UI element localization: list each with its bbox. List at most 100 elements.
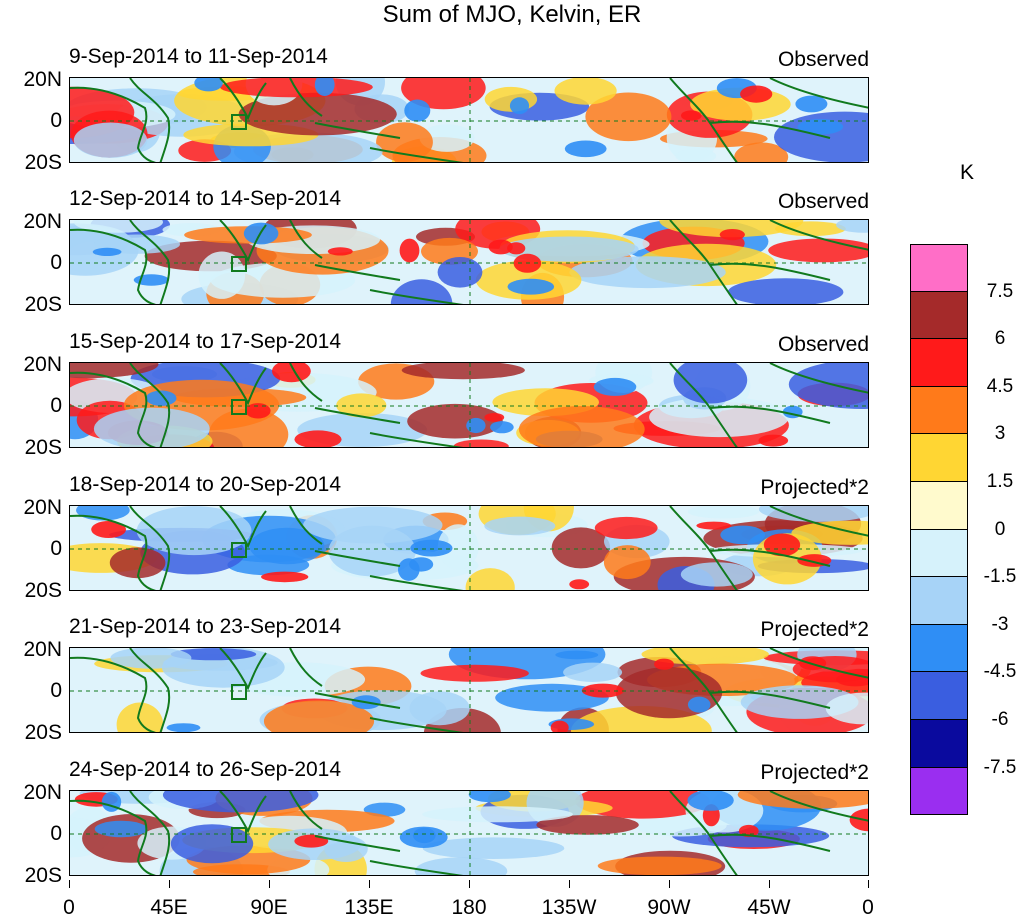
anomaly-blob: [594, 516, 658, 540]
africa-coastline: [70, 506, 171, 590]
colorbar-swatch: [910, 434, 968, 482]
anomaly-core: [92, 247, 122, 256]
panel-status-tag: Observed: [777, 333, 869, 356]
anomaly-blob: [170, 648, 257, 661]
lon-label-0: 0: [63, 896, 75, 919]
southeast-asia-coastline: [289, 220, 464, 304]
anomaly-core: [398, 558, 420, 581]
americas-coastline: [669, 363, 868, 447]
lat-label-20n: 20N: [23, 496, 62, 519]
anomaly-blob: [422, 806, 573, 823]
anomaly-blob: [437, 257, 483, 288]
anomaly-blob: [94, 820, 148, 838]
anomaly-blob: [569, 256, 726, 289]
anomaly-core: [468, 791, 511, 803]
anomaly-blob: [563, 662, 623, 682]
anomaly-core: [581, 683, 624, 698]
anomaly-core: [507, 278, 555, 295]
anomaly-blob: [465, 568, 515, 590]
panel-status-tag: Projected*2: [760, 761, 869, 784]
lat-label-20n: 20N: [23, 210, 62, 233]
anomaly-blob: [603, 545, 651, 580]
colorbar-swatch: [910, 577, 968, 625]
anomaly-blob: [484, 516, 556, 536]
americas-coastline: [669, 648, 868, 732]
anomaly-core: [507, 242, 526, 255]
africa-coastline: [70, 363, 171, 447]
southeast-asia-coastline: [289, 363, 464, 447]
anomaly-core: [399, 826, 448, 848]
colorbar-level-label: -4.5: [983, 661, 1017, 683]
anomaly-core: [466, 417, 486, 434]
anomaly-blob: [414, 857, 508, 875]
colorbar-level-label: 1.5: [986, 471, 1014, 492]
africa-coastline: [70, 78, 171, 162]
anomaly-blob: [675, 148, 717, 162]
anomaly-core: [569, 579, 590, 590]
colorbar-unit: K: [959, 161, 974, 184]
anomaly-core: [91, 521, 126, 538]
colorbar-swatch: [910, 672, 968, 720]
anomaly-map-panel: [69, 790, 869, 876]
lat-label-20s: 20S: [24, 721, 62, 744]
lon-tick: [669, 880, 670, 888]
anomaly-blob: [73, 220, 163, 233]
lat-label-20n: 20N: [23, 781, 62, 804]
anomaly-blob: [768, 238, 868, 263]
panel-status-tag: Observed: [777, 190, 869, 213]
india-coastline: [219, 78, 267, 121]
anomaly-blob: [758, 506, 868, 522]
anomaly-map-panel: [69, 362, 869, 448]
anomaly-core: [696, 521, 732, 530]
anomaly-core: [654, 658, 674, 670]
colorbar-level-label: 0: [994, 518, 1006, 540]
anomaly-blob: [737, 791, 868, 809]
colorbar-level-label: 3: [994, 423, 1006, 445]
anomaly-blob: [303, 506, 443, 544]
lat-label-20n: 20N: [23, 353, 62, 376]
panel-date-range: 9-Sep-2014 to 11-Sep-2014: [69, 45, 328, 68]
anomaly-blob: [73, 122, 148, 158]
lat-label-equator: 0: [50, 679, 62, 702]
colorbar-level-label: 7.5: [986, 280, 1014, 302]
anomaly-map-panel: [69, 505, 869, 591]
panel-date-range: 15-Sep-2014 to 17-Sep-2014: [69, 330, 342, 353]
india-coastline: [219, 791, 267, 834]
lon-label-90e: 90E: [250, 896, 288, 919]
region-box-marker: [231, 827, 247, 843]
india-coastline: [219, 648, 267, 691]
anomaly-core: [272, 363, 311, 383]
lon-tick: [69, 880, 70, 888]
anomaly-core: [687, 791, 734, 811]
anomaly-blob: [407, 403, 503, 439]
anomaly-core: [687, 696, 711, 713]
anomaly-core: [681, 110, 702, 121]
anomaly-core: [593, 377, 637, 396]
anomaly-blob: [422, 837, 565, 859]
southeast-asia-coastline: [289, 78, 464, 162]
colorbar-level-label: -6: [991, 709, 1009, 730]
lon-tick: [269, 880, 270, 888]
anomaly-core: [404, 99, 431, 122]
panel-status-tag: Projected*2: [760, 476, 869, 499]
anomaly-core: [763, 533, 801, 557]
colorbar-swatch: [910, 481, 968, 530]
colorbar-swatch: [910, 767, 968, 816]
colorbar-swatch: [910, 339, 968, 387]
anomaly-blob: [495, 683, 609, 712]
panel-date-range: 12-Sep-2014 to 14-Sep-2014: [69, 187, 342, 210]
lon-tick: [769, 880, 770, 888]
lon-label-0-east: 0: [862, 896, 874, 919]
anomaly-core: [758, 434, 789, 447]
lat-label-equator: 0: [50, 251, 62, 274]
region-box-marker: [231, 542, 247, 558]
anomaly-blob: [597, 856, 722, 875]
lat-label-20s: 20S: [24, 436, 62, 459]
anomaly-map-panel: [69, 77, 869, 163]
anomaly-blob: [409, 691, 470, 726]
anomaly-blob: [825, 692, 868, 725]
anomaly-core: [490, 421, 514, 434]
anomaly-core: [719, 229, 745, 241]
anomaly-core: [245, 403, 271, 419]
lat-label-20s: 20S: [24, 864, 62, 887]
